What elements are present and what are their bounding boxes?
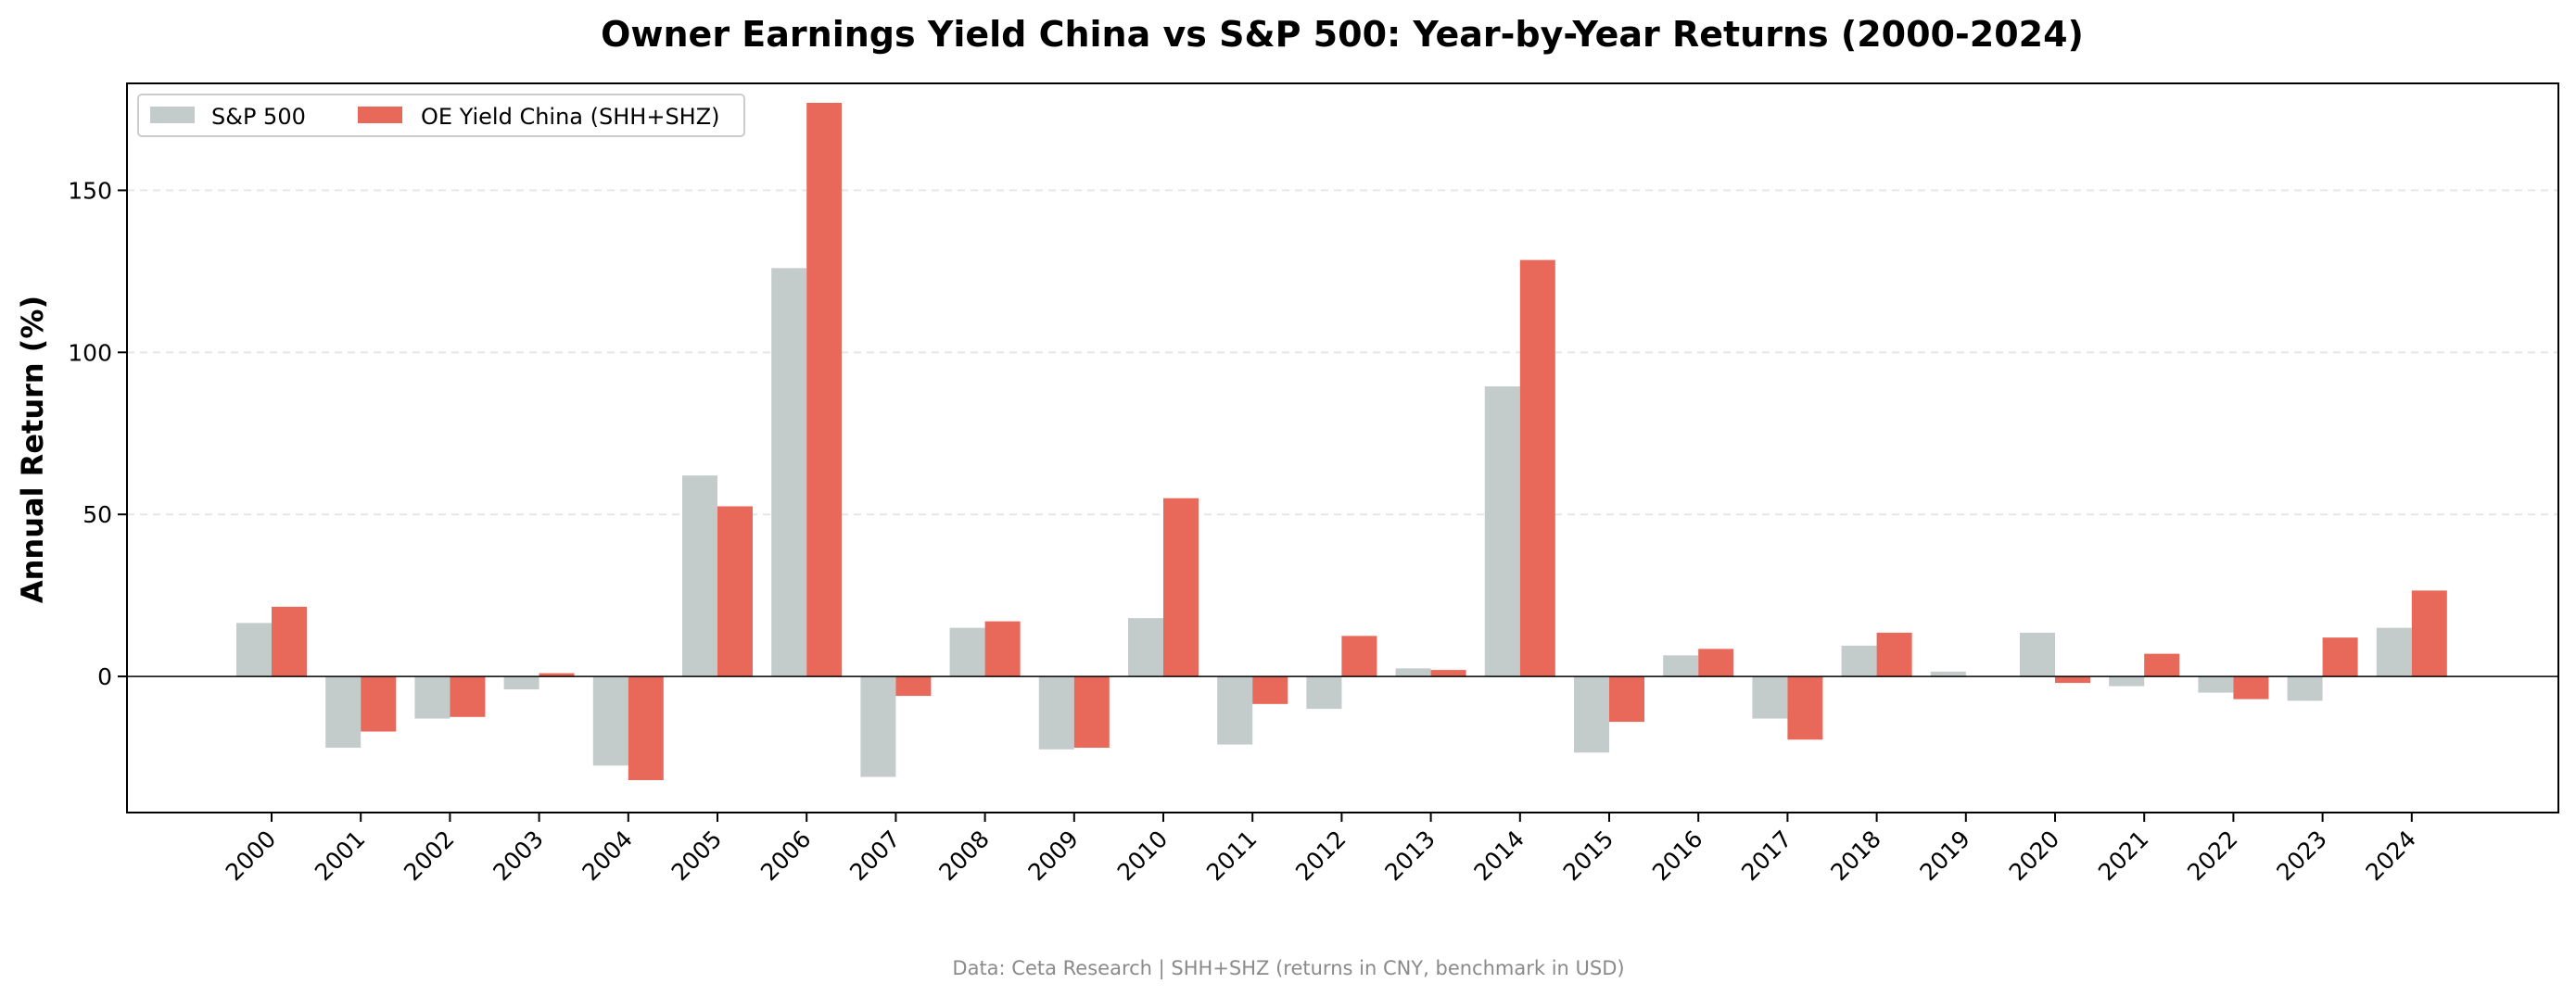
bar-sp500-2011 xyxy=(1217,676,1253,745)
legend-frame xyxy=(137,94,745,137)
x-tick-label: 2008 xyxy=(933,826,994,886)
bar-sp500-2022 xyxy=(2198,676,2234,693)
bar-oe-yield-china-2018 xyxy=(1876,632,1912,677)
plot-frame xyxy=(126,82,2559,813)
x-tick-label: 2020 xyxy=(2004,826,2064,886)
bar-oe-yield-china-2017 xyxy=(1787,676,1823,740)
bar-oe-yield-china-2002 xyxy=(450,676,486,717)
bar-oe-yield-china-2004 xyxy=(628,676,664,781)
bar-sp500-2016 xyxy=(1663,655,1699,677)
bar-sp500-2009 xyxy=(1038,676,1074,750)
bar-oe-yield-china-2001 xyxy=(361,676,397,732)
bar-oe-yield-china-2015 xyxy=(1609,676,1644,723)
bar-sp500-2023 xyxy=(2287,676,2323,701)
bar-oe-yield-china-2010 xyxy=(1163,498,1199,677)
bar-oe-yield-china-2016 xyxy=(1698,649,1734,677)
x-tick-label: 2009 xyxy=(1023,826,1084,886)
x-tick-label: 2011 xyxy=(1201,826,1262,886)
bar-sp500-2017 xyxy=(1752,676,1788,719)
x-tick-label: 2001 xyxy=(310,826,370,886)
y-tick-label: 50 xyxy=(82,501,112,528)
x-tick-label: 2023 xyxy=(2271,826,2331,886)
bar-sp500-2002 xyxy=(414,676,450,719)
bar-oe-yield-china-2011 xyxy=(1252,676,1288,704)
x-tick-label: 2004 xyxy=(577,826,638,886)
legend-label-oe-yield-china: OE Yield China (SHH+SHZ) xyxy=(421,104,720,130)
y-tick-label: 150 xyxy=(68,177,112,204)
bar-oe-yield-china-2013 xyxy=(1430,670,1466,677)
x-tick-label: 2007 xyxy=(844,826,905,886)
x-tick-label: 2024 xyxy=(2361,826,2421,886)
gridlines xyxy=(127,189,2558,516)
x-tick-label: 2018 xyxy=(1825,826,1885,886)
bar-sp500-2008 xyxy=(949,627,985,677)
bar-sp500-2012 xyxy=(1306,676,1342,710)
legend-swatch-sp500 xyxy=(150,107,195,123)
bar-sp500-2004 xyxy=(592,676,628,766)
bar-oe-yield-china-2020 xyxy=(2055,676,2090,684)
x-tick-label: 2010 xyxy=(1112,826,1173,886)
legend: S&P 500 OE Yield China (SHH+SHZ) xyxy=(137,94,745,137)
y-axis-label: Annual Return (%) xyxy=(15,296,50,603)
x-tick-label: 2021 xyxy=(2093,826,2153,886)
bar-oe-yield-china-2012 xyxy=(1341,636,1377,677)
bar-oe-yield-china-2007 xyxy=(895,676,932,697)
bar-oe-yield-china-2014 xyxy=(1519,259,1555,677)
x-tick-label: 2022 xyxy=(2182,826,2242,886)
x-tick-label: 2017 xyxy=(1736,826,1796,886)
bar-oe-yield-china-2005 xyxy=(717,506,753,677)
bar-sp500-2003 xyxy=(503,676,539,690)
bars xyxy=(236,102,2447,781)
bar-sp500-2020 xyxy=(2020,632,2055,677)
bar-sp500-2015 xyxy=(1574,676,1609,753)
bar-sp500-2000 xyxy=(236,623,272,677)
bar-oe-yield-china-2021 xyxy=(2144,653,2180,677)
x-tick-label: 2012 xyxy=(1290,826,1351,886)
bar-sp500-2005 xyxy=(682,475,717,677)
bar-oe-yield-china-2006 xyxy=(806,102,843,677)
bar-oe-yield-china-2023 xyxy=(2322,637,2358,677)
x-tick-label: 2019 xyxy=(1915,826,1975,886)
x-axis-ticks: 2000 2001 2002 2003 2004 2005 2006 2007 2008 2009… xyxy=(221,813,2421,886)
bar-sp500-2018 xyxy=(1841,645,1877,677)
bar-sp500-2001 xyxy=(325,676,362,749)
x-tick-label: 2016 xyxy=(1647,826,1707,886)
x-tick-label: 2006 xyxy=(755,826,816,886)
legend-swatch-oe-yield-china xyxy=(358,107,402,123)
bar-sp500-2014 xyxy=(1484,386,1520,677)
bar-oe-yield-china-2000 xyxy=(272,606,307,677)
bar-sp500-2024 xyxy=(2376,627,2412,677)
footnote: Data: Ceta Research | SHH+SHZ (returns i… xyxy=(952,957,1624,980)
x-tick-label: 2002 xyxy=(399,826,459,886)
x-tick-label: 2014 xyxy=(1469,826,1529,886)
y-tick-label: 100 xyxy=(68,339,112,366)
x-tick-label: 2000 xyxy=(221,826,281,886)
y-tick-label: 0 xyxy=(97,663,112,690)
x-tick-label: 2013 xyxy=(1379,826,1440,886)
chart-title: Owner Earnings Yield China vs S&P 500: Y… xyxy=(601,14,2084,55)
bar-oe-yield-china-2003 xyxy=(539,673,575,677)
bar-oe-yield-china-2008 xyxy=(984,621,1021,677)
bar-sp500-2019 xyxy=(1930,671,1966,677)
bar-sp500-2021 xyxy=(2109,676,2145,687)
bar-sp500-2007 xyxy=(860,676,896,777)
bar-sp500-2013 xyxy=(1395,668,1431,677)
y-axis-ticks: 0 50 100 150 xyxy=(68,177,127,690)
x-tick-label: 2003 xyxy=(488,826,548,886)
bar-oe-yield-china-2009 xyxy=(1073,676,1110,749)
x-tick-label: 2005 xyxy=(666,826,727,886)
x-tick-label: 2015 xyxy=(1558,826,1618,886)
bar-sp500-2006 xyxy=(771,268,807,677)
bar-sp500-2010 xyxy=(1128,618,1163,677)
legend-label-sp500: S&P 500 xyxy=(211,104,306,130)
bar-oe-yield-china-2022 xyxy=(2233,676,2269,700)
bar-oe-yield-china-2024 xyxy=(2411,590,2447,677)
